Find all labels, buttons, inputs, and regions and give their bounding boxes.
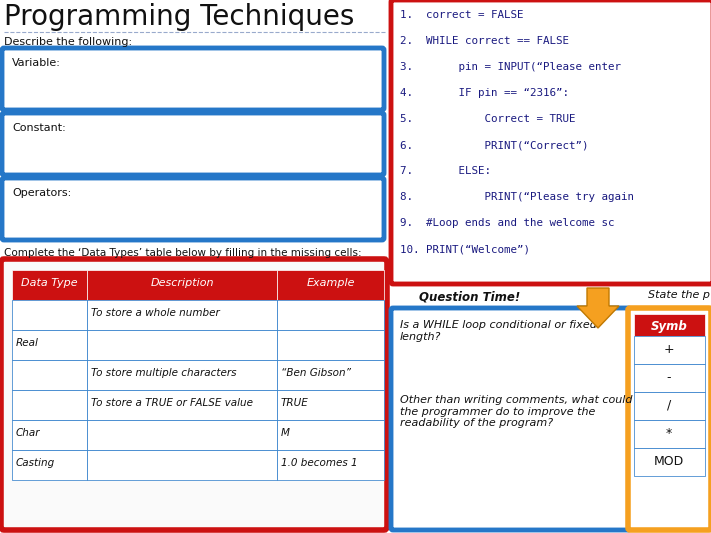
Text: Programming Techniques: Programming Techniques <box>4 3 354 31</box>
Text: /: / <box>667 399 671 412</box>
Text: Complete the ‘Data Types’ table below by filling in the missing cells:: Complete the ‘Data Types’ table below by… <box>4 248 362 258</box>
Bar <box>12 330 87 360</box>
Bar <box>12 390 87 420</box>
Bar <box>277 450 384 480</box>
Bar <box>87 390 277 420</box>
Text: 3.       pin = INPUT(“Please enter: 3. pin = INPUT(“Please enter <box>400 62 621 72</box>
Bar <box>87 450 277 480</box>
FancyBboxPatch shape <box>2 178 384 240</box>
Text: To store a whole number: To store a whole number <box>91 308 220 318</box>
Bar <box>12 360 87 390</box>
Text: Describe the following:: Describe the following: <box>4 37 132 47</box>
Text: 10. PRINT(“Welcome”): 10. PRINT(“Welcome”) <box>400 244 530 254</box>
FancyBboxPatch shape <box>1 259 387 530</box>
Bar <box>87 300 277 330</box>
Text: 1.  correct = FALSE: 1. correct = FALSE <box>400 10 523 20</box>
Text: 1.0 becomes 1: 1.0 becomes 1 <box>281 458 358 468</box>
Text: Casting: Casting <box>16 458 55 468</box>
Text: Example: Example <box>306 278 355 288</box>
FancyBboxPatch shape <box>391 0 711 284</box>
Text: State the p: State the p <box>648 290 710 300</box>
Text: 2.  WHILE correct == FALSE: 2. WHILE correct == FALSE <box>400 36 569 46</box>
Bar <box>277 270 384 300</box>
FancyBboxPatch shape <box>391 308 630 530</box>
Bar <box>87 360 277 390</box>
FancyBboxPatch shape <box>2 113 384 175</box>
FancyArrow shape <box>577 288 619 328</box>
Text: *: * <box>666 427 672 440</box>
Text: 5.           Correct = TRUE: 5. Correct = TRUE <box>400 114 575 124</box>
Bar <box>277 330 384 360</box>
Bar <box>634 314 705 336</box>
Text: Is a WHILE loop conditional or fixed
length?: Is a WHILE loop conditional or fixed len… <box>400 320 597 342</box>
Bar <box>12 450 87 480</box>
FancyBboxPatch shape <box>2 48 384 110</box>
Bar <box>277 360 384 390</box>
Text: Symb: Symb <box>651 320 688 333</box>
Text: 9.  #Loop ends and the welcome sc: 9. #Loop ends and the welcome sc <box>400 218 614 228</box>
Text: 8.           PRINT(“Please try again: 8. PRINT(“Please try again <box>400 192 634 202</box>
Text: Operators:: Operators: <box>12 188 71 198</box>
Text: Other than writing comments, what could
the programmer do to improve the
readabi: Other than writing comments, what could … <box>400 395 633 428</box>
Text: Description: Description <box>150 278 214 288</box>
Bar <box>634 420 705 448</box>
Bar <box>634 448 705 476</box>
Text: 4.       IF pin == “2316”:: 4. IF pin == “2316”: <box>400 88 569 98</box>
Bar <box>277 420 384 450</box>
FancyBboxPatch shape <box>628 308 711 530</box>
Text: Char: Char <box>16 428 41 438</box>
Bar <box>634 336 705 364</box>
Text: 6.           PRINT(“Correct”): 6. PRINT(“Correct”) <box>400 140 589 150</box>
Text: +: + <box>663 343 674 356</box>
Text: Constant:: Constant: <box>12 123 65 133</box>
Bar <box>12 420 87 450</box>
Bar <box>634 392 705 420</box>
Text: 7.       ELSE:: 7. ELSE: <box>400 166 491 176</box>
Bar <box>87 420 277 450</box>
Bar <box>87 270 277 300</box>
Bar <box>277 390 384 420</box>
Text: Variable:: Variable: <box>12 58 61 68</box>
Text: To store a TRUE or FALSE value: To store a TRUE or FALSE value <box>91 398 253 408</box>
Bar <box>277 300 384 330</box>
Text: “Ben Gibson”: “Ben Gibson” <box>281 368 351 378</box>
Bar <box>12 270 87 300</box>
Text: M: M <box>281 428 290 438</box>
Text: Data Type: Data Type <box>21 278 77 288</box>
Text: Real: Real <box>16 338 39 348</box>
Text: To store multiple characters: To store multiple characters <box>91 368 237 378</box>
Text: -: - <box>667 371 671 384</box>
Bar <box>87 330 277 360</box>
Bar <box>12 300 87 330</box>
Text: MOD: MOD <box>654 455 684 468</box>
Text: TRUE: TRUE <box>281 398 309 408</box>
Bar <box>634 364 705 392</box>
Text: Question Time!: Question Time! <box>419 290 520 303</box>
